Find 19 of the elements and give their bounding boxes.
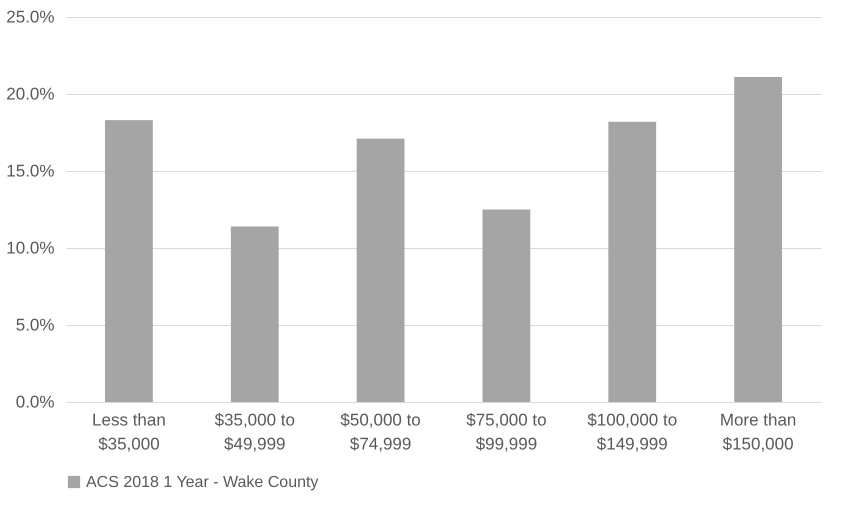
bar	[734, 77, 782, 402]
y-tick-label: 20.0%	[6, 84, 54, 104]
bar	[105, 120, 153, 402]
bar	[608, 122, 656, 402]
x-tick-label: $75,000 to $99,999	[466, 410, 547, 454]
bar	[356, 138, 404, 402]
x-tick-label: Less than $35,000	[92, 410, 166, 454]
y-tick-label: 5.0%	[16, 316, 54, 334]
y-tick-label: 10.0%	[6, 238, 54, 258]
x-tick-label: $50,000 to $74,999	[340, 410, 421, 454]
legend-label: ACS 2018 1 Year - Wake County	[86, 474, 318, 491]
y-tick-label: 25.0%	[6, 8, 54, 26]
y-tick-label: 15.0%	[6, 162, 54, 180]
y-tick-label: 0.0%	[16, 392, 54, 412]
bar	[230, 226, 279, 402]
x-tick-label: $35,000 to $49,999	[214, 410, 295, 454]
bar	[482, 210, 530, 402]
x-tick-label: More than $150,000	[720, 410, 796, 454]
x-tick-label: $100,000 to $149,999	[587, 410, 678, 454]
